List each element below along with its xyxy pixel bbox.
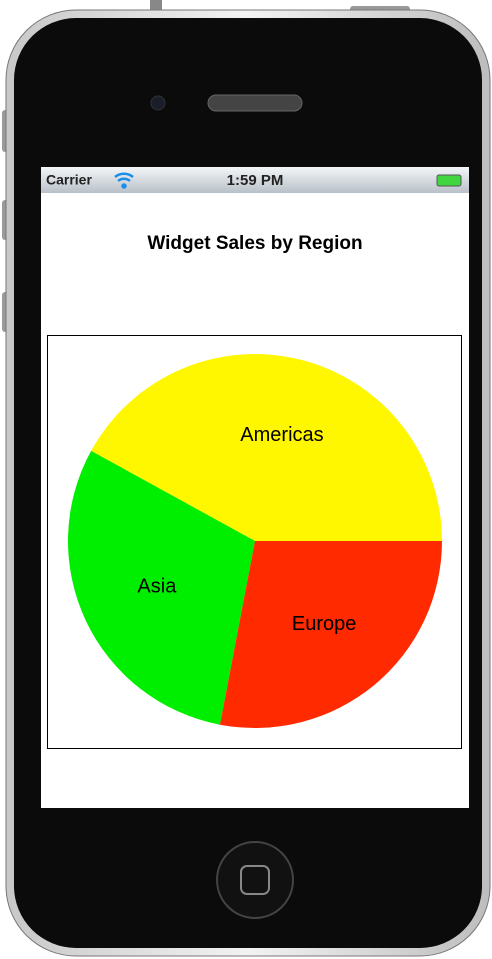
- phone: Carrier 1:59 PM Widget Sales by Region A…: [0, 0, 492, 959]
- camera: [151, 96, 165, 110]
- slice-label: Europe: [292, 613, 357, 635]
- carrier: Carrier: [46, 172, 92, 188]
- speaker: [208, 95, 302, 111]
- battery: [437, 175, 461, 186]
- time: 1:59 PM: [227, 172, 284, 189]
- slice-label: Asia: [137, 575, 177, 597]
- slice-label: Americas: [240, 424, 323, 446]
- page: Carrier 1:59 PM Widget Sales by Region A…: [0, 0, 492, 959]
- chart-title: Widget Sales by Region: [147, 233, 362, 254]
- home-button[interactable]: [217, 842, 293, 918]
